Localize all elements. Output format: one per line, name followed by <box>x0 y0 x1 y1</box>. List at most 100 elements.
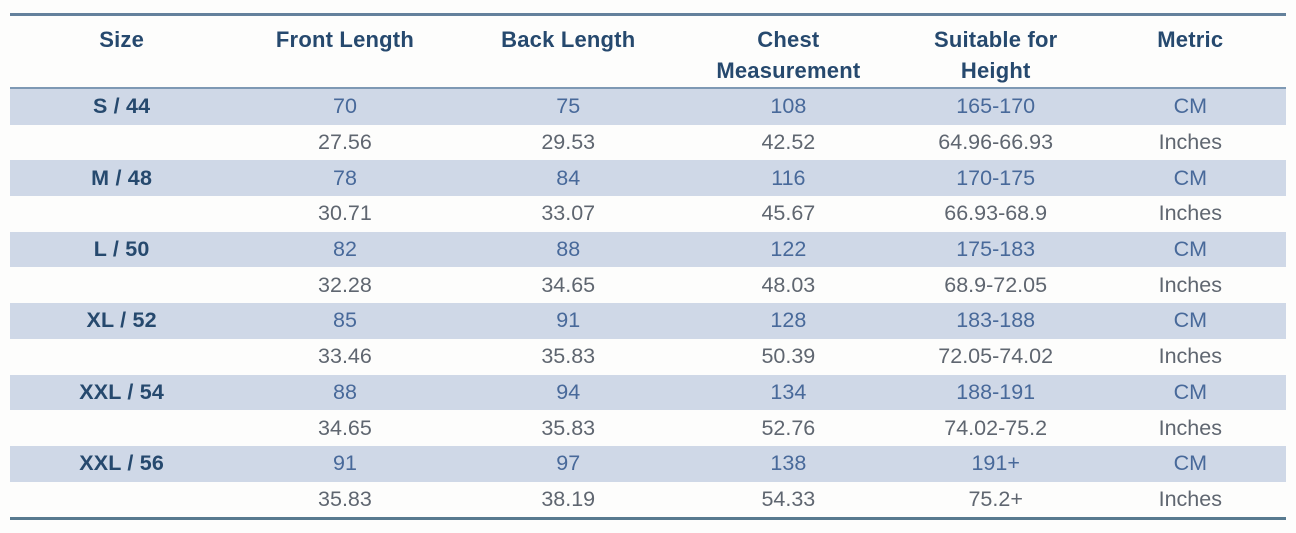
table-row-inches: 35.83 38.19 54.33 75.2+ Inches <box>10 482 1286 519</box>
cell-metric: Inches <box>1158 130 1222 155</box>
cell-front-length: 91 <box>332 451 357 476</box>
column-header-metric: Metric <box>1094 14 1286 89</box>
cell-suitable-for-height: 175-183 <box>956 237 1036 262</box>
column-header-line: Back Length <box>501 27 636 52</box>
cell-back-length: 35.83 <box>541 344 596 369</box>
cell-front-length: 30.71 <box>318 201 372 226</box>
cell-chest-measurement: 122 <box>770 237 807 262</box>
cell-metric: CM <box>1173 165 1207 190</box>
cell-metric: CM <box>1173 237 1207 262</box>
table-row-cm: XXL / 56 91 97 138 191+ CM <box>10 445 1286 482</box>
cell-size: XL / 52 <box>86 308 157 333</box>
cell-back-length: 84 <box>556 165 581 190</box>
cell-size <box>10 267 233 303</box>
cell-metric: CM <box>1173 379 1207 404</box>
column-header-back-length: Back Length <box>456 14 680 89</box>
cell-metric: Inches <box>1158 415 1222 440</box>
cell-size <box>10 125 233 161</box>
cell-chest-measurement: 108 <box>770 94 807 119</box>
cell-metric: CM <box>1173 451 1207 476</box>
cell-chest-measurement: 42.52 <box>761 130 816 155</box>
cell-back-length: 97 <box>556 451 581 476</box>
cell-suitable-for-height: 68.9-72.05 <box>944 272 1048 297</box>
cell-back-length: 91 <box>556 308 581 333</box>
table-row-cm: M / 48 78 84 116 170-175 CM <box>10 160 1286 197</box>
column-header-line: Suitable for <box>933 27 1058 52</box>
cell-back-length: 75 <box>556 94 581 119</box>
cell-metric: Inches <box>1158 486 1222 511</box>
table-row-inches: 34.65 35.83 52.76 74.02-75.2 Inches <box>10 410 1286 446</box>
cell-size: XXL / 54 <box>79 379 165 404</box>
cell-suitable-for-height: 188-191 <box>956 379 1036 404</box>
cell-chest-measurement: 48.03 <box>761 272 816 297</box>
cell-back-length: 38.19 <box>541 486 596 511</box>
table-header: Size Front Length Back Length Chest Measurem… <box>10 14 1286 89</box>
size-chart: Size Front Length Back Length Chest Measurem… <box>10 13 1286 521</box>
cell-size <box>10 410 233 446</box>
column-header-line: Size <box>99 27 145 52</box>
column-header-suitable-for-height: Suitable for Height <box>896 14 1095 89</box>
table-row-inches: 33.46 35.83 50.39 72.05-74.02 Inches <box>10 339 1286 375</box>
cell-front-length: 82 <box>332 237 357 262</box>
cell-chest-measurement: 50.39 <box>761 344 816 369</box>
cell-suitable-for-height: 191+ <box>971 451 1020 476</box>
table-row-cm: S / 44 70 75 108 165-170 CM <box>10 88 1286 125</box>
cell-chest-measurement: 128 <box>770 308 807 333</box>
cell-chest-measurement: 116 <box>771 165 806 190</box>
table-row-cm: XXL / 54 88 94 134 188-191 CM <box>10 374 1286 411</box>
cell-front-length: 34.65 <box>318 415 372 440</box>
column-header-line: Front Length <box>275 27 414 52</box>
cell-size <box>10 482 233 519</box>
cell-front-length: 85 <box>332 308 357 333</box>
column-header-line: Measurement <box>716 58 861 83</box>
cell-back-length: 88 <box>556 237 581 262</box>
cell-back-length: 35.83 <box>541 415 596 440</box>
cell-size: L / 50 <box>93 237 150 262</box>
table-row-cm: L / 50 82 88 122 175-183 CM <box>10 231 1286 268</box>
cell-back-length: 29.53 <box>541 130 596 155</box>
cell-chest-measurement: 134 <box>770 379 807 404</box>
cell-front-length: 35.83 <box>318 486 372 511</box>
cell-front-length: 88 <box>332 379 357 404</box>
column-header-line: Metric <box>1157 27 1224 52</box>
cell-suitable-for-height: 66.93-68.9 <box>944 201 1048 226</box>
cell-metric: CM <box>1173 308 1207 333</box>
column-header-line: Height <box>960 58 1031 83</box>
cell-size: S / 44 <box>92 94 151 119</box>
column-header-chest-measurement: Chest Measurement <box>679 14 897 89</box>
cell-chest-measurement: 52.76 <box>761 415 816 440</box>
column-header-front-length: Front Length <box>233 14 457 89</box>
cell-back-length: 34.65 <box>541 272 596 297</box>
cell-chest-measurement: 45.67 <box>761 201 816 226</box>
cell-back-length: 33.07 <box>541 201 596 226</box>
table-row-inches: 27.56 29.53 42.52 64.96-66.93 Inches <box>10 125 1286 161</box>
cell-chest-measurement: 54.33 <box>761 486 816 511</box>
cell-size <box>10 339 233 375</box>
cell-suitable-for-height: 72.05-74.02 <box>938 344 1054 369</box>
table-header-row: Size Front Length Back Length Chest Measurem… <box>10 14 1286 89</box>
column-header-size: Size <box>10 14 234 89</box>
cell-back-length: 94 <box>556 379 581 404</box>
cell-chest-measurement: 138 <box>770 451 807 476</box>
cell-front-length: 33.46 <box>318 344 372 369</box>
cell-suitable-for-height: 170-175 <box>956 165 1036 190</box>
cell-front-length: 32.28 <box>318 272 372 297</box>
cell-metric: Inches <box>1158 201 1222 226</box>
size-chart-table: Size Front Length Back Length Chest Measurem… <box>10 13 1286 521</box>
cell-size <box>10 196 233 232</box>
cell-size: XXL / 56 <box>79 451 165 476</box>
cell-size: M / 48 <box>91 165 153 190</box>
cell-suitable-for-height: 75.2+ <box>968 486 1023 511</box>
cell-suitable-for-height: 183-188 <box>956 308 1036 333</box>
cell-suitable-for-height: 74.02-75.2 <box>944 415 1048 440</box>
column-header-line: Chest <box>757 27 820 52</box>
cell-front-length: 78 <box>332 165 357 190</box>
cell-metric: Inches <box>1158 272 1222 297</box>
cell-metric: CM <box>1173 94 1207 119</box>
table-row-cm: XL / 52 85 91 128 183-188 CM <box>10 303 1286 339</box>
cell-front-length: 27.56 <box>318 130 372 155</box>
table-row-inches: 30.71 33.07 45.67 66.93-68.9 Inches <box>10 196 1286 232</box>
cell-suitable-for-height: 165-170 <box>956 94 1036 119</box>
table-row-inches: 32.28 34.65 48.03 68.9-72.05 Inches <box>10 267 1286 303</box>
cell-suitable-for-height: 64.96-66.93 <box>938 130 1054 155</box>
